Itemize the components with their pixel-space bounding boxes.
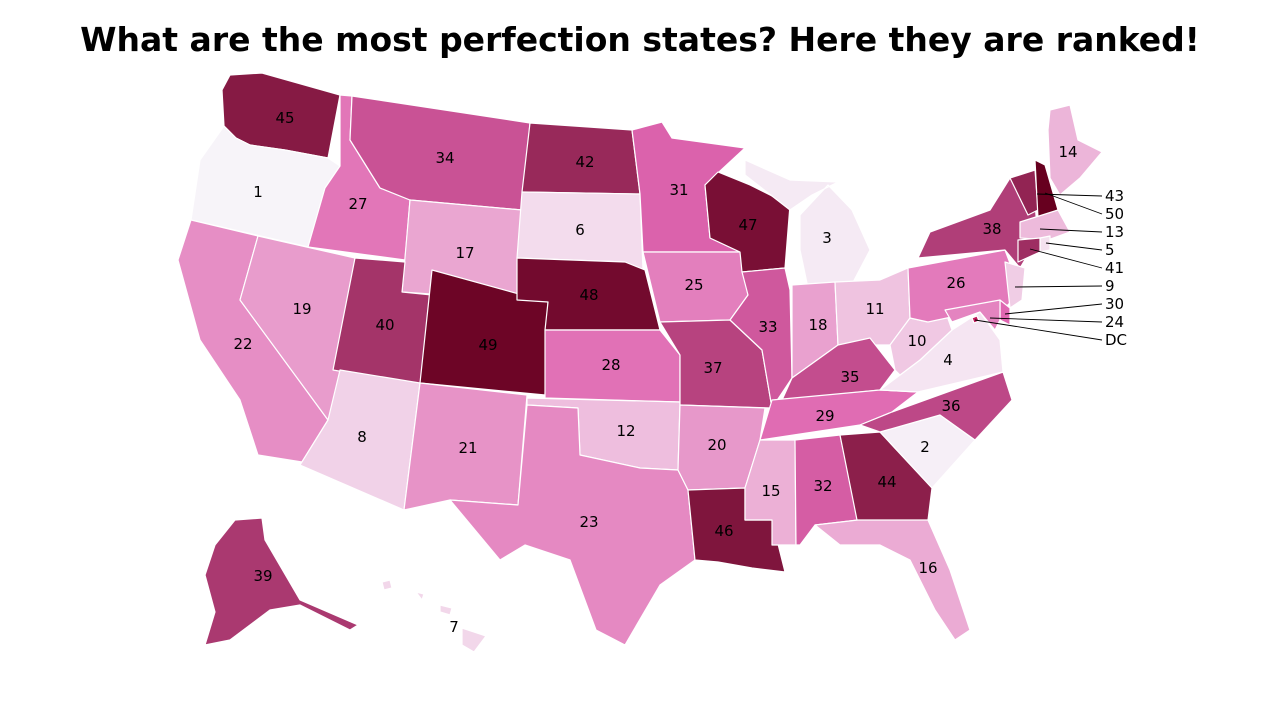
rank-label-mn: 31 — [669, 181, 688, 199]
rank-label-va: 4 — [943, 351, 953, 369]
state-hi[interactable] — [381, 579, 487, 653]
rank-label-vt: 43 — [1105, 187, 1124, 205]
state-fl[interactable] — [814, 519, 971, 641]
callout-line-nj — [1014, 285, 1103, 288]
rank-label-tx: 23 — [579, 513, 598, 531]
rank-label-nd: 42 — [575, 153, 594, 171]
rank-label-fl: 16 — [918, 559, 937, 577]
rank-label-ks: 28 — [601, 356, 620, 374]
state-tx[interactable] — [449, 404, 696, 646]
rank-label-de: 30 — [1105, 295, 1124, 313]
rank-label-ok: 12 — [616, 422, 635, 440]
rank-label-ga: 44 — [877, 473, 896, 491]
callout-line-ct — [1029, 248, 1103, 269]
callout-line-nh — [1044, 192, 1103, 215]
map-title: What are the most perfection states? Her… — [80, 20, 1200, 59]
rank-label-co: 49 — [478, 336, 497, 354]
state-ny[interactable] — [917, 169, 1039, 269]
rank-label-ar: 20 — [707, 436, 726, 454]
rank-label-id: 27 — [348, 195, 367, 213]
rank-label-nh: 50 — [1105, 205, 1124, 223]
rank-label-ca: 22 — [233, 335, 252, 353]
state-ma[interactable] — [1019, 209, 1071, 241]
rank-label-ky: 35 — [840, 368, 859, 386]
rank-label-ia: 25 — [684, 276, 703, 294]
rank-label-wa: 45 — [275, 109, 294, 127]
state-az[interactable] — [299, 369, 421, 511]
rank-label-nm: 21 — [458, 439, 477, 457]
rank-label-wy: 17 — [455, 244, 474, 262]
state-nj[interactable] — [1004, 261, 1026, 309]
rank-label-ny: 38 — [982, 220, 1001, 238]
rank-label-md: 24 — [1105, 313, 1124, 331]
rank-label-al: 32 — [813, 477, 832, 495]
rank-label-mo: 37 — [703, 359, 722, 377]
rank-label-az: 8 — [357, 428, 367, 446]
rank-label-la: 46 — [714, 522, 733, 540]
rank-label-tn: 29 — [815, 407, 834, 425]
rank-label-mi: 3 — [822, 229, 832, 247]
rank-label-in: 18 — [808, 316, 827, 334]
rank-label-or: 1 — [253, 183, 263, 201]
rank-label-pa: 26 — [946, 274, 965, 292]
state-md[interactable] — [944, 299, 1001, 331]
rank-label-ut: 40 — [375, 316, 394, 334]
state-ak[interactable] — [204, 517, 359, 646]
rank-label-ri: 5 — [1105, 241, 1115, 259]
rank-label-oh: 11 — [865, 300, 884, 318]
callout-line-de — [1004, 303, 1103, 315]
state-ri[interactable] — [1039, 235, 1051, 253]
rank-label-ne: 48 — [579, 286, 598, 304]
state-ga[interactable] — [839, 431, 933, 526]
state-me[interactable] — [1047, 104, 1103, 196]
rank-label-nc: 36 — [941, 397, 960, 415]
state-mi[interactable] — [744, 159, 871, 289]
rank-label-nv: 19 — [292, 300, 311, 318]
rank-label-wi: 47 — [738, 216, 757, 234]
rank-label-sc: 2 — [920, 438, 930, 456]
rank-label-ct: 41 — [1105, 259, 1124, 277]
rank-label-nj: 9 — [1105, 277, 1115, 295]
callout-line-dc — [974, 319, 1103, 341]
rank-label-dc: DC — [1105, 331, 1127, 349]
state-dc[interactable] — [971, 315, 980, 324]
state-nc[interactable] — [859, 371, 1013, 441]
rank-label-wv: 10 — [907, 332, 926, 350]
state-ct[interactable] — [1017, 237, 1041, 263]
rank-label-il: 33 — [758, 318, 777, 336]
rank-label-sd: 6 — [575, 221, 585, 239]
rank-label-ms: 15 — [761, 482, 780, 500]
callout-line-ma — [1039, 228, 1103, 233]
callout-line-ri — [1045, 242, 1103, 251]
rank-label-me: 14 — [1058, 143, 1077, 161]
rank-label-mt: 34 — [435, 149, 454, 167]
rank-label-ma: 13 — [1105, 223, 1124, 241]
rank-label-hi: 7 — [449, 618, 459, 636]
callout-line-md — [989, 317, 1103, 323]
rank-label-ak: 39 — [253, 567, 272, 585]
